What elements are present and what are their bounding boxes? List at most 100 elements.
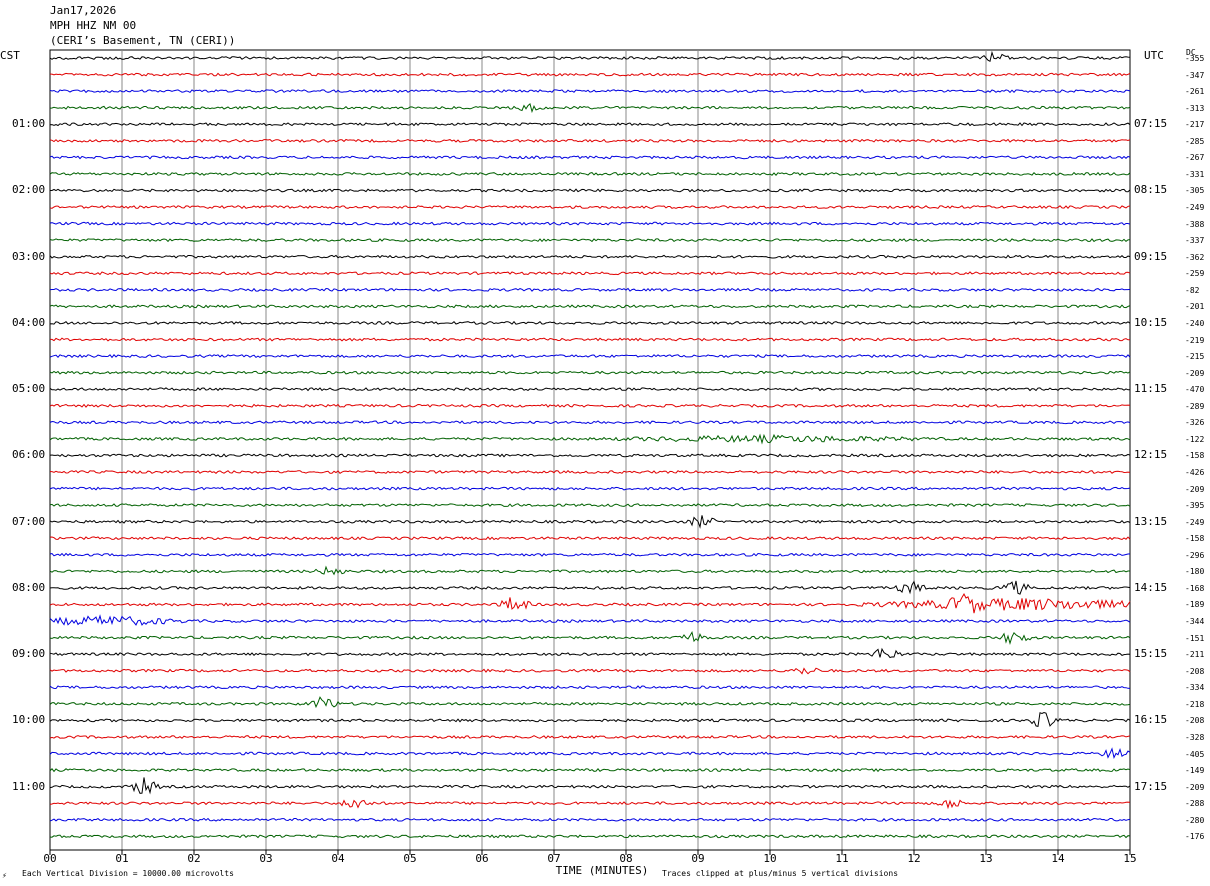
traces — [49, 50, 1131, 839]
grid — [49, 49, 1131, 851]
left-hour-label: 05:00 — [12, 382, 46, 396]
x-axis-title: TIME (MINUTES) — [556, 864, 649, 877]
dc-offset-label: -180 — [1185, 567, 1205, 577]
dc-offset-label: -201 — [1185, 302, 1205, 312]
trace-line — [49, 89, 1131, 94]
trace-line — [49, 122, 1131, 127]
dc-offset-label: -82 — [1185, 285, 1200, 295]
right-hour-label: 07:15 — [1134, 117, 1168, 131]
trace-line — [49, 320, 1131, 326]
x-tick-label: 01 — [115, 852, 128, 865]
trace-line — [49, 614, 1131, 626]
trace-line — [49, 592, 1131, 614]
trace-line — [49, 238, 1131, 243]
dc-offset-label: -289 — [1185, 401, 1205, 411]
left-hour-label: 10:00 — [12, 713, 46, 727]
dc-label: DC — [1186, 48, 1196, 57]
date-label: Jan17,2026 — [50, 4, 117, 17]
right-hour-label: 16:15 — [1134, 713, 1168, 727]
trace-line — [49, 370, 1131, 375]
dc-offset-label: -249 — [1185, 517, 1205, 527]
clip-note: Traces clipped at plus/minus 5 vertical … — [662, 869, 898, 878]
x-tick-label: 00 — [43, 852, 56, 865]
trace-line — [49, 304, 1131, 309]
trace-line — [49, 552, 1131, 557]
dc-offset-label: -334 — [1185, 683, 1205, 693]
trace-line — [49, 271, 1131, 276]
station-label: MPH HHZ NM 00 — [50, 19, 137, 32]
dc-offset-label: -405 — [1185, 749, 1205, 759]
right-hour-label: 17:15 — [1134, 779, 1168, 793]
left-hour-label: 04:00 — [12, 315, 46, 329]
dc-offset-label: -189 — [1185, 600, 1205, 610]
trace-line — [49, 221, 1131, 226]
x-tick-label: 15 — [1123, 852, 1136, 865]
x-tick-label: 12 — [907, 852, 920, 865]
trace-line — [49, 50, 1131, 63]
dc-offset-label: -211 — [1185, 650, 1205, 660]
left-hour-label: 09:00 — [12, 647, 46, 661]
left-timezone-label: CST — [0, 49, 20, 62]
trace-line — [50, 470, 1131, 474]
dc-offset-label: -285 — [1185, 136, 1205, 146]
dc-offset-label: -261 — [1185, 87, 1205, 97]
trace-line — [49, 685, 1131, 690]
right-hour-label: 08:15 — [1134, 183, 1168, 197]
x-tick-label: 10 — [763, 852, 776, 865]
trace-line — [49, 515, 1131, 529]
x-tick-label: 08 — [619, 852, 632, 865]
x-tick-label: 13 — [979, 852, 992, 865]
trace-line — [49, 205, 1131, 210]
dc-offset-label: -355 — [1185, 54, 1205, 63]
right-hour-label: 11:15 — [1134, 382, 1168, 396]
dc-offset-label: -395 — [1185, 501, 1205, 511]
dc-offset-label: -208 — [1185, 666, 1205, 676]
plot-frame — [49, 49, 1131, 851]
trace-line — [49, 486, 1131, 491]
trace-line — [49, 768, 1131, 773]
trace-line — [49, 171, 1131, 176]
dc-offset-label: -280 — [1185, 815, 1205, 825]
trace-line — [49, 453, 1131, 458]
trace-line — [49, 565, 1130, 576]
trace-line — [49, 138, 1131, 143]
dc-offset-label: -347 — [1185, 70, 1205, 80]
x-tick-label: 09 — [691, 852, 704, 865]
dc-offset-label: -240 — [1185, 318, 1205, 328]
right-hour-label: 12:15 — [1134, 448, 1168, 462]
right-hour-label: 09:15 — [1134, 249, 1168, 263]
trace-line — [49, 647, 1131, 659]
dc-offset-label: -208 — [1185, 716, 1205, 726]
right-timezone-label: UTC — [1144, 49, 1164, 62]
dc-offset-label: -328 — [1185, 732, 1205, 742]
dc-offset-label: -219 — [1185, 335, 1205, 345]
x-tick-label: 02 — [187, 852, 200, 865]
x-tick-label: 04 — [331, 852, 345, 865]
trace-line — [49, 403, 1131, 408]
x-tick-label: 11 — [835, 852, 848, 865]
dc-offset-label: -267 — [1185, 153, 1205, 163]
dc-offset-label: -344 — [1185, 617, 1205, 627]
x-tick-label: 05 — [403, 852, 416, 865]
right-hour-label: 13:15 — [1134, 514, 1168, 528]
dc-offset-label: -331 — [1185, 169, 1205, 179]
left-hour-label: 01:00 — [12, 117, 46, 131]
dc-offset-label: -217 — [1185, 120, 1205, 130]
trace-line — [49, 777, 1131, 795]
trace-line — [49, 580, 1131, 595]
trace-line — [49, 155, 1131, 160]
dc-offset-label: -149 — [1185, 766, 1205, 776]
dc-offset-label: -176 — [1185, 832, 1205, 842]
left-hour-label: 08:00 — [12, 580, 46, 594]
dc-offset-label: -122 — [1185, 434, 1205, 444]
trace-line — [49, 354, 1131, 359]
trace-line — [50, 337, 1131, 342]
dc-offset-label: -313 — [1185, 103, 1205, 113]
dc-offset-label: -259 — [1185, 269, 1205, 279]
trace-line — [50, 188, 1131, 193]
dc-offset-label: -218 — [1185, 699, 1205, 709]
corner-mark-icon: ⚡ — [2, 872, 7, 880]
location-label: (CERI’s Basement, TN (CERI)) — [50, 34, 236, 47]
right-hour-label: 14:15 — [1134, 580, 1168, 594]
dc-offset-label: -249 — [1185, 203, 1205, 213]
